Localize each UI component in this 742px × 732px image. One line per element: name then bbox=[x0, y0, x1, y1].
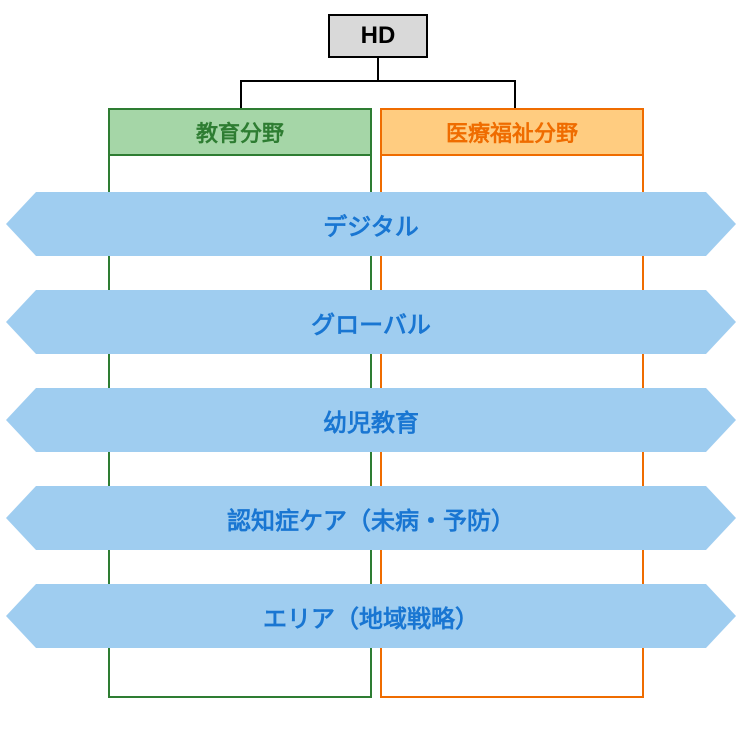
strategy-band-4: エリア（地域戦略） bbox=[6, 584, 736, 648]
strategy-band-3: 認知症ケア（未病・予防） bbox=[6, 486, 736, 550]
connector-v1 bbox=[377, 58, 379, 80]
strategy-band-body: グローバル bbox=[36, 290, 706, 354]
arrow-left-icon bbox=[6, 584, 36, 648]
strategy-band-body: デジタル bbox=[36, 192, 706, 256]
strategy-band-body: 認知症ケア（未病・予防） bbox=[36, 486, 706, 550]
strategy-band-label: 認知症ケア（未病・予防） bbox=[227, 501, 515, 536]
arrow-right-icon bbox=[706, 388, 736, 452]
hd-label: HD bbox=[361, 22, 396, 50]
strategy-band-label: デジタル bbox=[323, 207, 419, 242]
hd-root-box: HD bbox=[328, 14, 428, 58]
column-label-education: 教育分野 bbox=[196, 116, 284, 148]
arrow-left-icon bbox=[6, 486, 36, 550]
strategy-band-1: グローバル bbox=[6, 290, 736, 354]
strategy-band-body: エリア（地域戦略） bbox=[36, 584, 706, 648]
connector-v2a bbox=[240, 80, 242, 108]
column-header-healthcare: 医療福祉分野 bbox=[382, 110, 642, 156]
arrow-right-icon bbox=[706, 290, 736, 354]
strategy-band-body: 幼児教育 bbox=[36, 388, 706, 452]
connector-h bbox=[240, 80, 516, 82]
strategy-band-0: デジタル bbox=[6, 192, 736, 256]
arrow-right-icon bbox=[706, 192, 736, 256]
strategy-band-label: グローバル bbox=[311, 305, 431, 340]
connector-v2b bbox=[514, 80, 516, 108]
strategy-band-2: 幼児教育 bbox=[6, 388, 736, 452]
arrow-left-icon bbox=[6, 388, 36, 452]
arrow-right-icon bbox=[706, 584, 736, 648]
strategy-band-label: エリア（地域戦略） bbox=[263, 599, 479, 634]
column-label-healthcare: 医療福祉分野 bbox=[446, 116, 578, 148]
strategy-band-label: 幼児教育 bbox=[323, 403, 419, 438]
arrow-right-icon bbox=[706, 486, 736, 550]
column-header-education: 教育分野 bbox=[110, 110, 370, 156]
arrow-left-icon bbox=[6, 290, 36, 354]
arrow-left-icon bbox=[6, 192, 36, 256]
